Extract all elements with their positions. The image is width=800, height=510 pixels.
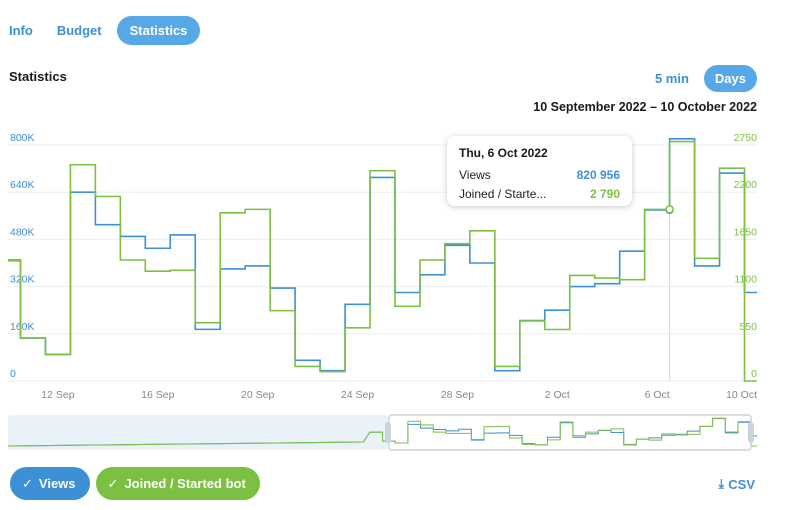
series-line-views — [8, 138, 757, 372]
toggle-views[interactable]: ✓ Views — [10, 467, 90, 500]
y-tick-label-left: 800K — [10, 132, 35, 144]
tab-statistics[interactable]: Statistics — [116, 15, 201, 45]
series-line-joined — [8, 140, 757, 382]
check-icon: ✓ — [22, 476, 33, 491]
period-switch: 5 min Days — [640, 65, 757, 92]
navigator-line-joined — [7, 418, 757, 447]
x-tick-label: 20 Sep — [241, 389, 274, 401]
x-tick-label: 10 Oct — [726, 389, 757, 401]
y-tick-label-right: 2200 — [734, 179, 758, 191]
y-tick-label-left: 160K — [10, 321, 35, 333]
tooltip-label: Joined / Starte... — [459, 187, 547, 201]
y-tick-label-left: 480K — [10, 226, 35, 238]
section-title: Statistics — [9, 69, 67, 84]
tab-bar: Info Budget Statistics — [0, 15, 206, 45]
x-tick-label: 28 Sep — [441, 389, 474, 401]
y-tick-label-right: 2750 — [734, 132, 758, 144]
tab-budget[interactable]: Budget — [56, 22, 102, 38]
y-tick-label-left: 0 — [10, 368, 16, 380]
toggle-label: Joined / Started bot — [124, 476, 246, 491]
csv-download-button[interactable]: ⤓ CSV — [719, 476, 755, 492]
date-range: 10 September 2022 – 10 October 2022 — [533, 100, 757, 114]
navigator-handle-left — [385, 422, 391, 443]
x-tick-label: 12 Sep — [41, 389, 74, 401]
y-tick-label-left: 640K — [10, 179, 35, 191]
y-tick-label-right: 0 — [751, 368, 757, 380]
hover-point-joined — [665, 205, 674, 214]
period-5min-button[interactable]: 5 min — [654, 71, 689, 86]
tooltip-row-joined: Joined / Starte... 2 790 — [459, 187, 620, 201]
check-icon: ✓ — [107, 476, 119, 491]
y-tick-label-right: 550 — [739, 321, 757, 333]
tooltip-row-views: Views 820 956 — [459, 168, 620, 182]
period-days-button[interactable]: Days — [703, 65, 757, 92]
x-tick-label: 6 Oct — [645, 389, 670, 401]
y-tick-label-right: 1100 — [734, 274, 757, 286]
y-tick-label-right: 1650 — [734, 226, 758, 238]
statistics-chart[interactable]: 0 0 160K 550 320K 1100 480K 1650 640K 2200 800K 275… — [0, 128, 800, 458]
series-toggles: ✓ Views ✓ Joined / Started bot — [10, 467, 266, 500]
navigator-handle-right — [748, 422, 754, 443]
chart-tooltip: Thu, 6 Oct 2022 Views 820 956 Joined / S… — [447, 136, 632, 206]
download-icon: ⤓ — [718, 476, 725, 491]
tooltip-value: 2 790 — [589, 187, 620, 201]
tooltip-date: Thu, 6 Oct 2022 — [459, 146, 548, 160]
x-tick-label: 16 Sep — [141, 389, 174, 401]
x-tick-label: 2 Oct — [545, 389, 570, 401]
tooltip-value: 820 956 — [576, 168, 620, 182]
tab-info[interactable]: Info — [9, 22, 33, 38]
toggle-joined[interactable]: ✓ Joined / Started bot — [95, 467, 260, 500]
csv-label: CSV — [728, 476, 755, 492]
navigator-background — [8, 415, 388, 450]
toggle-label: Views — [38, 476, 76, 491]
x-tick-label: 24 Sep — [341, 389, 374, 401]
tooltip-label: Views — [459, 168, 491, 182]
y-tick-label-left: 320K — [10, 274, 35, 286]
